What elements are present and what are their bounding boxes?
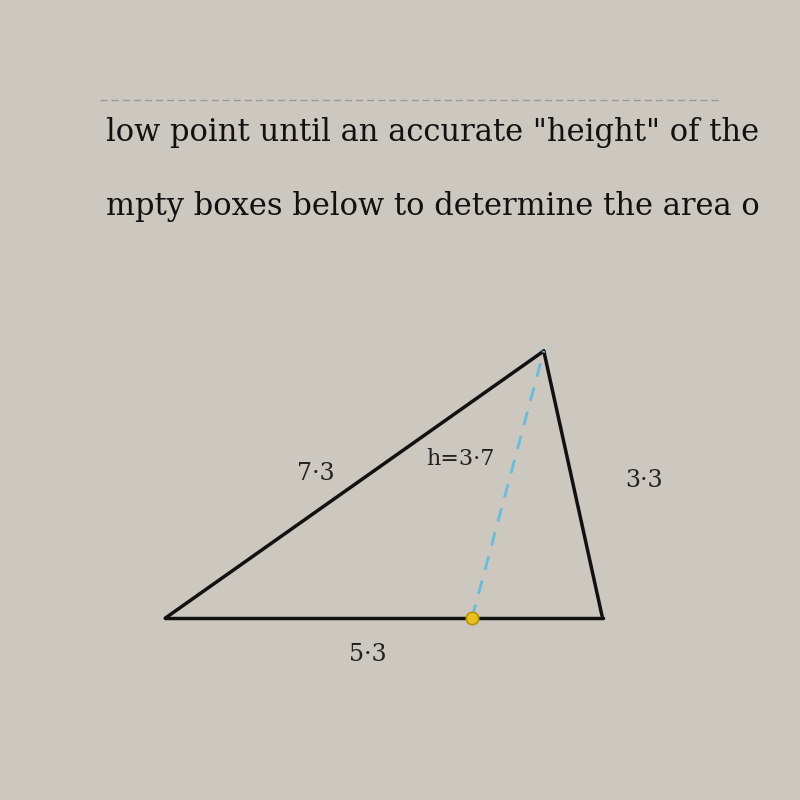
Text: 7·3: 7·3 bbox=[297, 462, 334, 486]
Text: mpty boxes below to determine the area o: mpty boxes below to determine the area o bbox=[106, 190, 760, 222]
Text: 5·3: 5·3 bbox=[349, 642, 386, 666]
Text: 3·3: 3·3 bbox=[626, 470, 663, 493]
Text: h=3·7: h=3·7 bbox=[426, 448, 495, 470]
Text: low point until an accurate "height" of the: low point until an accurate "height" of … bbox=[106, 117, 759, 148]
Point bbox=[466, 612, 478, 625]
